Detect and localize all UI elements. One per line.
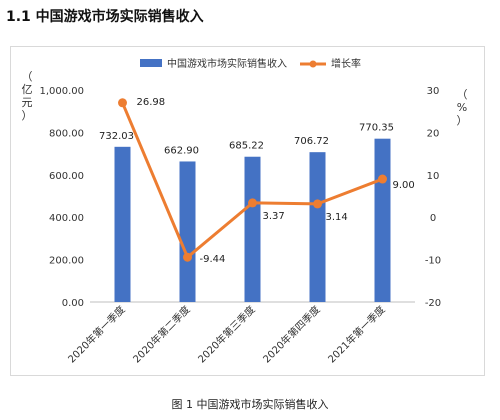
growth-rate-label: 9.00 — [393, 180, 415, 191]
bar — [309, 152, 326, 302]
x-category-label: 2020年第四季度 — [260, 303, 323, 366]
right-tick-label: -20 — [425, 298, 441, 309]
x-category-label: 2021年第一季度 — [325, 303, 388, 366]
y-left-axis-title: （亿元） — [22, 70, 33, 122]
right-tick-label: -10 — [425, 256, 441, 267]
x-category-label: 2020年第三季度 — [195, 303, 258, 366]
y-right-axis-title: （%） — [457, 88, 468, 127]
growth-rate-label: -9.44 — [200, 254, 226, 265]
bar — [179, 161, 196, 302]
growth-rate-label: 3.37 — [263, 211, 285, 222]
bar — [244, 156, 261, 302]
right-tick-label: 10 — [427, 171, 440, 182]
bar — [114, 146, 131, 302]
legend-line-label: 增长率 — [331, 57, 361, 70]
left-tick-label: 800.00 — [49, 128, 84, 139]
figure-caption: 图 1 中国游戏市场实际销售收入 — [171, 398, 329, 411]
growth-rate-point — [118, 98, 127, 108]
left-tick-label: 400.00 — [49, 213, 84, 224]
section-title: 1.1 中国游戏市场实际销售收入 — [6, 9, 204, 25]
bar-value-label: 706.72 — [294, 136, 329, 147]
bar — [374, 138, 391, 302]
left-tick-label: 600.00 — [49, 171, 84, 182]
growth-rate-point — [248, 198, 257, 208]
legend-line-marker — [309, 60, 317, 68]
bar-value-label: 770.35 — [359, 123, 394, 134]
legend-bar-label: 中国游戏市场实际销售收入 — [167, 57, 287, 70]
growth-rate-label: 26.98 — [137, 97, 166, 108]
growth-rate-point — [378, 174, 387, 184]
left-tick-label: 0.00 — [62, 298, 84, 309]
growth-rate-point — [183, 252, 192, 262]
x-category-label: 2020年第二季度 — [130, 303, 193, 366]
bar-value-label: 662.90 — [164, 145, 199, 156]
growth-rate-point — [313, 199, 322, 209]
bar-value-label: 732.03 — [99, 131, 134, 142]
x-category-label: 2020年第一季度 — [65, 303, 128, 366]
right-tick-label: 0 — [430, 213, 436, 224]
bar-value-label: 685.22 — [229, 141, 264, 152]
left-tick-label: 200.00 — [49, 256, 84, 267]
right-tick-label: 20 — [427, 128, 440, 139]
legend-bar-swatch — [140, 59, 162, 67]
growth-rate-label: 3.14 — [326, 212, 348, 223]
right-tick-label: 30 — [427, 86, 440, 97]
left-tick-label: 1,000.00 — [39, 86, 84, 97]
